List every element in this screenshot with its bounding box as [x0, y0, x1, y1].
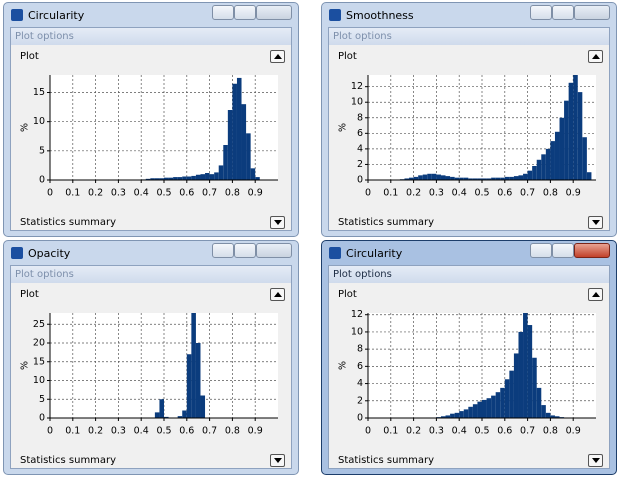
- stats-header: Statistics summary: [329, 451, 609, 471]
- plot-label: Plot: [338, 51, 357, 62]
- arrow-down: [592, 220, 600, 225]
- arrow-up: [274, 54, 282, 59]
- plot-options-bar[interactable]: Plot options: [11, 28, 291, 45]
- arrow-down: [274, 458, 282, 463]
- maximize-button[interactable]: [552, 5, 574, 20]
- app-icon: [11, 247, 23, 259]
- collapse-button[interactable]: [588, 50, 603, 63]
- plot-header: Plot: [11, 47, 291, 67]
- title-bar: Circularity: [4, 3, 298, 27]
- arrow-down: [274, 220, 282, 225]
- minimize-button[interactable]: [530, 243, 552, 258]
- window: Smoothness Plot options Plot Statistics sum…: [321, 2, 617, 237]
- minimize-button[interactable]: [212, 5, 234, 20]
- plot-header: Plot: [329, 285, 609, 305]
- collapse-button[interactable]: [588, 288, 603, 301]
- close-button[interactable]: [256, 5, 292, 20]
- minimize-button[interactable]: [530, 5, 552, 20]
- plot-options-bar[interactable]: Plot options: [329, 266, 609, 283]
- window-title: Circularity: [346, 247, 403, 260]
- stats-header: Statistics summary: [11, 213, 291, 233]
- expand-button[interactable]: [588, 216, 603, 229]
- stats-header: Statistics summary: [11, 451, 291, 471]
- collapse-button[interactable]: [270, 50, 285, 63]
- arrow-down: [592, 458, 600, 463]
- app-icon: [329, 247, 341, 259]
- plot-label: Plot: [338, 289, 357, 300]
- expand-button[interactable]: [270, 454, 285, 467]
- window-body: Plot options Plot Statistics summary: [328, 27, 610, 231]
- close-button[interactable]: [574, 5, 610, 20]
- window-body: Plot options Plot Statistics summary: [328, 265, 610, 469]
- window-body: Plot options Plot Statistics summary: [10, 265, 292, 469]
- window: Circularity Plot options Plot Statistics su…: [321, 240, 617, 475]
- close-button[interactable]: [574, 243, 610, 258]
- title-bar: Circularity: [322, 241, 616, 265]
- arrow-up: [592, 54, 600, 59]
- stats-header: Statistics summary: [329, 213, 609, 233]
- maximize-button[interactable]: [234, 243, 256, 258]
- plot-header: Plot: [329, 47, 609, 67]
- title-bar: Opacity: [4, 241, 298, 265]
- minimize-button[interactable]: [212, 243, 234, 258]
- plot-label: Plot: [20, 51, 39, 62]
- plot-header: Plot: [11, 285, 291, 305]
- close-button[interactable]: [256, 243, 292, 258]
- app-icon: [11, 9, 23, 21]
- window-body: Plot options Plot Statistics summary: [10, 27, 292, 231]
- stats-label: Statistics summary: [20, 455, 117, 466]
- arrow-up: [274, 292, 282, 297]
- expand-button[interactable]: [270, 216, 285, 229]
- app-icon: [329, 9, 341, 21]
- window-title: Smoothness: [346, 9, 414, 22]
- window-title: Opacity: [28, 247, 71, 260]
- window-title: Circularity: [28, 9, 85, 22]
- title-bar: Smoothness: [322, 3, 616, 27]
- window: Opacity Plot options Plot Statistics summar…: [3, 240, 299, 475]
- stats-label: Statistics summary: [338, 217, 435, 228]
- stats-label: Statistics summary: [338, 455, 435, 466]
- plot-options-bar[interactable]: Plot options: [329, 28, 609, 45]
- maximize-button[interactable]: [234, 5, 256, 20]
- window: Circularity Plot options Plot Statistics su…: [3, 2, 299, 237]
- collapse-button[interactable]: [270, 288, 285, 301]
- maximize-button[interactable]: [552, 243, 574, 258]
- expand-button[interactable]: [588, 454, 603, 467]
- arrow-up: [592, 292, 600, 297]
- stats-label: Statistics summary: [20, 217, 117, 228]
- plot-label: Plot: [20, 289, 39, 300]
- plot-options-bar[interactable]: Plot options: [11, 266, 291, 283]
